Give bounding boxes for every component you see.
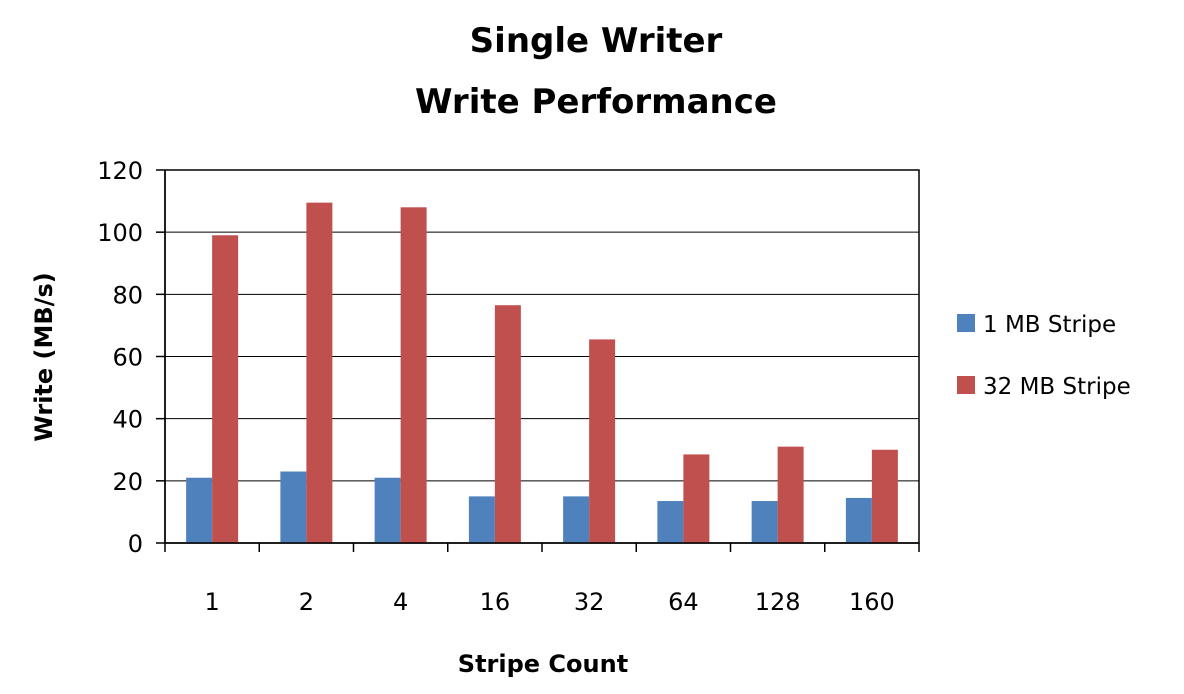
bars xyxy=(186,202,898,544)
bar-series-2-1 xyxy=(212,235,239,543)
x-axis-tick-labels: 1 2 4 16 32 64 128 160 xyxy=(204,588,894,616)
bar-series-2-32 xyxy=(589,339,616,543)
y-tick-label-120: 120 xyxy=(97,157,143,185)
bar-series-1-64 xyxy=(657,501,684,543)
bar-series-2-128 xyxy=(777,446,804,543)
x-tick-label-2: 2 xyxy=(299,588,314,616)
x-tick-label-128: 128 xyxy=(755,588,801,616)
bar-series-2-64 xyxy=(683,454,710,543)
y-tick-label-40: 40 xyxy=(112,406,143,434)
bar-series-2-16 xyxy=(494,305,521,543)
x-tick-label-160: 160 xyxy=(849,588,895,616)
x-tick-label-4: 4 xyxy=(393,588,408,616)
bar-series-1-128 xyxy=(751,501,778,543)
bar-series-1-32 xyxy=(563,496,590,543)
y-tick-label-100: 100 xyxy=(97,219,143,247)
bar-series-2-160 xyxy=(871,449,898,543)
y-tick-label-60: 60 xyxy=(112,344,143,372)
bar-series-1-2 xyxy=(280,471,307,543)
x-axis-title: Stripe Count xyxy=(458,650,628,678)
legend-swatch-series-1 xyxy=(957,314,975,332)
x-tick-label-1: 1 xyxy=(204,588,219,616)
bar-series-1-1 xyxy=(186,477,213,543)
chart-title-line-1: Single Writer xyxy=(470,21,723,61)
gridlines xyxy=(165,231,919,482)
x-tick-label-64: 64 xyxy=(668,588,699,616)
bar-series-1-16 xyxy=(468,496,495,543)
legend-label-series-1: 1 MB Stripe xyxy=(983,312,1116,338)
bar-series-1-4 xyxy=(374,477,401,543)
x-tick-label-16: 16 xyxy=(480,588,511,616)
y-tick-label-80: 80 xyxy=(112,281,143,309)
bar-series-1-160 xyxy=(845,497,872,543)
legend-swatch-series-2 xyxy=(957,376,975,394)
legend-label-series-2: 32 MB Stripe xyxy=(983,374,1131,400)
y-tick-label-0: 0 xyxy=(128,530,143,558)
y-tick-label-20: 20 xyxy=(112,468,143,496)
y-axis-tick-labels: 0 20 40 60 80 100 120 xyxy=(97,157,143,558)
bar-series-2-4 xyxy=(400,207,427,544)
legend: 1 MB Stripe 32 MB Stripe xyxy=(957,312,1131,400)
chart-title-line-2: Write Performance xyxy=(415,82,777,122)
bar-series-2-2 xyxy=(306,202,333,543)
x-tick-label-32: 32 xyxy=(574,588,605,616)
axes xyxy=(156,169,920,552)
y-axis-title: Write (MB/s) xyxy=(30,272,58,441)
